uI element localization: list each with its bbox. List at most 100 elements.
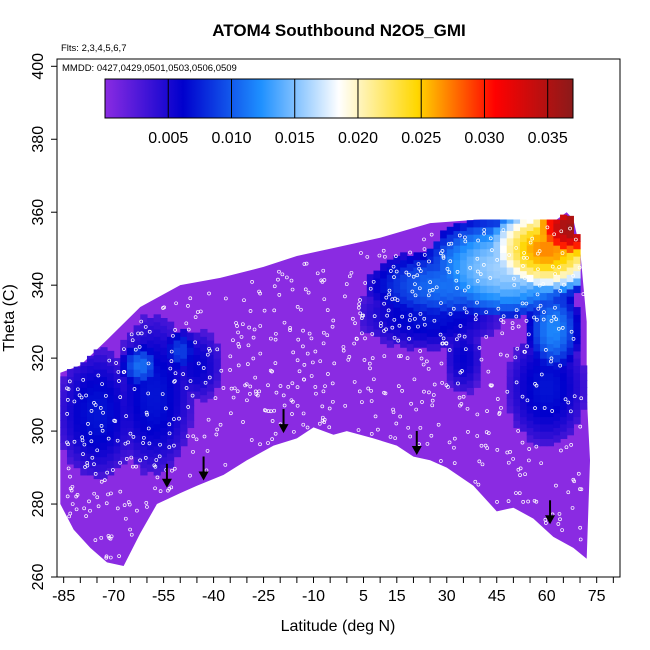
field-cell [146,347,155,356]
sample-point [392,275,396,279]
field-cell [560,321,568,330]
field-cell [560,387,568,396]
sample-point [535,317,539,322]
sample-point [434,285,439,290]
field-cell [140,452,148,461]
field-cell [466,220,475,228]
field-cell [93,390,101,399]
field-cell [513,405,521,414]
field-cell [93,376,101,385]
sample-point [88,508,92,513]
sample-point [141,441,145,445]
sample-point [201,366,206,370]
sample-point [207,346,211,351]
field-cell [86,445,95,454]
sample-point [93,403,98,407]
field-cell [126,442,135,450]
field-cell [153,452,161,461]
field-cell [420,288,428,297]
sample-point [520,394,525,399]
sample-point [146,361,151,366]
sample-point [526,332,531,337]
field-cell [546,226,554,235]
sample-point [85,463,90,468]
field-cell [520,343,528,352]
field-cell [106,409,115,418]
field-cell [466,387,475,396]
field-cell [133,456,141,465]
sample-point [425,359,429,364]
field-cell [146,434,155,443]
field-cell [553,332,561,341]
field-cell [173,332,181,341]
colorbar-tick-label: 0.015 [275,130,315,147]
sample-point [322,330,326,335]
field-cell [380,307,388,315]
field-cell [153,467,161,476]
field-cell [100,463,108,472]
sample-point [317,421,322,426]
field-cell [553,412,561,421]
field-cell [453,369,461,377]
field-cell [153,387,161,396]
field-cell [126,405,135,414]
field-cell [553,383,561,392]
field-cell [380,314,388,323]
field-cell [446,292,455,301]
field-cell [493,263,501,272]
sample-point [451,306,456,311]
field-cell [506,237,514,246]
field-cell [206,383,215,392]
field-cell [446,358,455,367]
field-cell [426,299,435,308]
sample-point [541,317,546,322]
field-cell [446,270,455,279]
sample-point [291,350,296,355]
field-cell [393,328,401,337]
field-cell [573,372,581,381]
sample-point [430,403,435,408]
sample-point [116,370,121,374]
field-cell [426,277,435,286]
field-cell [420,339,428,348]
field-cell [553,318,561,326]
field-cell [86,467,95,476]
sample-point [101,410,105,415]
sample-point [181,372,185,376]
sample-point [571,337,576,341]
sample-point [377,253,382,258]
sample-point [72,439,77,444]
sample-point [384,295,389,300]
sample-point [297,369,302,374]
field-cell [166,394,175,403]
field-cell [566,412,574,421]
field-cell [126,427,135,436]
sample-point [422,389,426,394]
field-cell [426,292,435,301]
field-cell [453,376,461,385]
field-cell [140,387,148,396]
field-cell [446,299,455,308]
sample-point [462,288,467,293]
field-cell [466,328,475,337]
sample-point [123,516,128,521]
sample-point [400,314,405,319]
sample-point [490,383,494,388]
field-cell [520,255,528,264]
sample-point [475,279,480,283]
field-cell [460,266,468,275]
field-cell [560,255,568,264]
sample-point [296,337,301,342]
sample-point [130,338,135,343]
field-cell [493,219,501,228]
field-cell [540,321,548,330]
sample-point [351,316,355,321]
field-cell [380,277,388,286]
field-cell [480,241,488,250]
sample-point [478,272,483,276]
field-cell [413,288,421,297]
field-cell [566,325,574,334]
field-cell [566,296,574,305]
field-cell [80,362,88,367]
field-cell [513,398,521,407]
